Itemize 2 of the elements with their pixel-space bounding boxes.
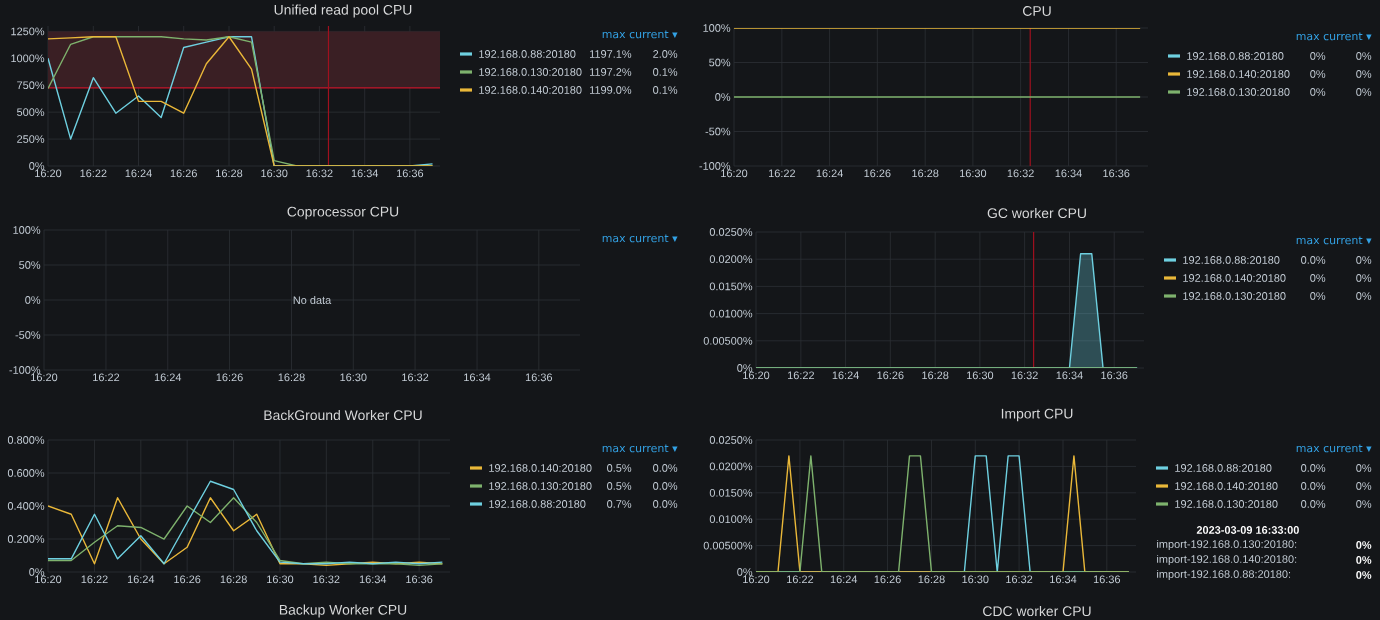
- line-series: [48, 497, 444, 567]
- line-series: [48, 480, 444, 565]
